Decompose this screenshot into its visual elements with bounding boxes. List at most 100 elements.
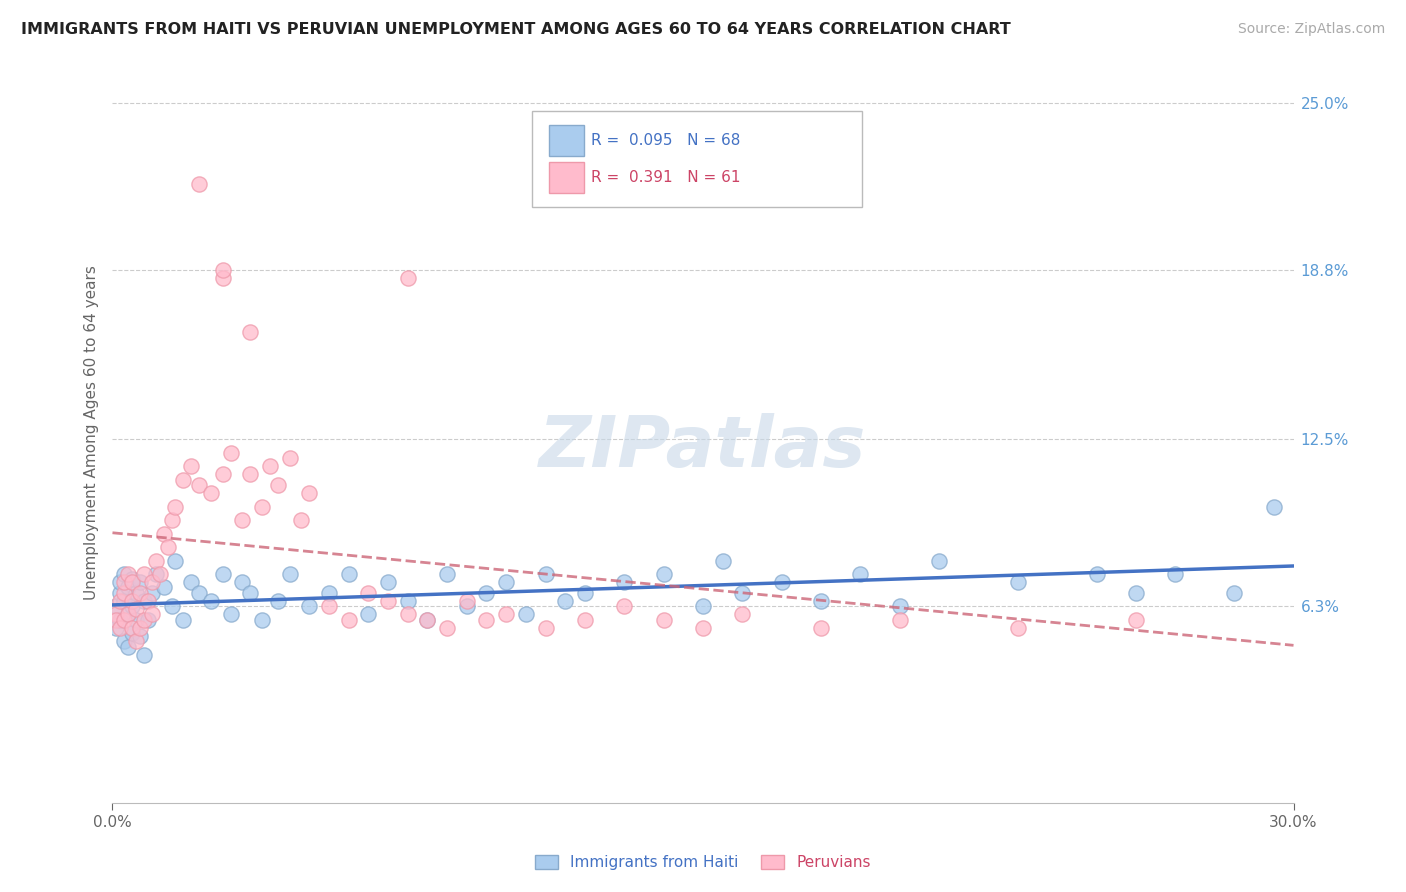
Point — [574, 586, 596, 600]
Point — [219, 607, 242, 622]
Point — [475, 586, 498, 600]
Point — [211, 467, 233, 482]
Text: ZIPatlas: ZIPatlas — [540, 413, 866, 482]
Point — [554, 594, 576, 608]
Point — [613, 599, 636, 614]
Point — [731, 607, 754, 622]
Point — [436, 621, 458, 635]
Point — [129, 621, 152, 635]
Point — [121, 599, 143, 614]
Point — [1263, 500, 1285, 514]
Point — [1085, 566, 1108, 581]
Point — [534, 621, 557, 635]
Point — [1164, 566, 1187, 581]
Point — [132, 594, 155, 608]
Point — [112, 594, 135, 608]
Point — [692, 599, 714, 614]
Text: Source: ZipAtlas.com: Source: ZipAtlas.com — [1237, 22, 1385, 37]
Point — [267, 478, 290, 492]
Point — [152, 526, 174, 541]
Point — [121, 594, 143, 608]
Point — [416, 613, 439, 627]
Point — [117, 581, 139, 595]
Point — [770, 575, 793, 590]
Point — [112, 575, 135, 590]
Point — [652, 613, 675, 627]
Point — [117, 640, 139, 654]
FancyBboxPatch shape — [550, 126, 583, 156]
Point — [515, 607, 537, 622]
Point — [534, 566, 557, 581]
Point — [889, 599, 911, 614]
Point — [110, 575, 132, 590]
Point — [121, 621, 143, 635]
Point — [574, 613, 596, 627]
Point — [231, 513, 253, 527]
Point — [1007, 621, 1029, 635]
Point — [165, 553, 187, 567]
Point — [172, 613, 194, 627]
Point — [396, 594, 419, 608]
Point — [495, 607, 517, 622]
Point — [125, 602, 148, 616]
Point — [377, 594, 399, 608]
Point — [1125, 613, 1147, 627]
Text: R =  0.095   N = 68: R = 0.095 N = 68 — [591, 134, 740, 148]
Point — [188, 177, 211, 191]
Point — [357, 586, 380, 600]
Point — [250, 613, 273, 627]
Point — [152, 581, 174, 595]
Point — [436, 566, 458, 581]
Point — [200, 594, 222, 608]
Point — [456, 594, 478, 608]
Point — [495, 575, 517, 590]
Point — [141, 575, 163, 590]
Point — [136, 594, 159, 608]
Point — [259, 459, 281, 474]
Point — [156, 540, 179, 554]
Point — [125, 613, 148, 627]
Point — [188, 586, 211, 600]
Point — [211, 270, 233, 285]
Point — [298, 486, 321, 500]
Point — [110, 594, 132, 608]
Point — [290, 513, 312, 527]
Point — [141, 607, 163, 622]
Point — [416, 613, 439, 627]
Point — [165, 500, 187, 514]
Point — [475, 613, 498, 627]
Point — [112, 566, 135, 581]
Point — [180, 459, 202, 474]
Point — [112, 634, 135, 648]
Point — [132, 648, 155, 662]
Text: R =  0.391   N = 61: R = 0.391 N = 61 — [591, 170, 741, 186]
Point — [731, 586, 754, 600]
Point — [810, 621, 832, 635]
Point — [145, 553, 167, 567]
Point — [180, 575, 202, 590]
Point — [105, 607, 128, 622]
Point — [160, 513, 183, 527]
Point — [117, 566, 139, 581]
Point — [337, 566, 360, 581]
Point — [149, 566, 172, 581]
Point — [357, 607, 380, 622]
Point — [231, 575, 253, 590]
Point — [219, 446, 242, 460]
Point — [121, 572, 143, 586]
Point — [396, 607, 419, 622]
Point — [129, 575, 152, 590]
Point — [105, 599, 128, 614]
Point — [239, 586, 262, 600]
Point — [112, 586, 135, 600]
Point — [117, 607, 139, 622]
Point — [377, 575, 399, 590]
Point — [125, 634, 148, 648]
Point — [105, 613, 128, 627]
Point — [396, 270, 419, 285]
Point — [188, 478, 211, 492]
Point — [318, 599, 340, 614]
Legend: Immigrants from Haiti, Peruvians: Immigrants from Haiti, Peruvians — [529, 849, 877, 877]
Point — [239, 325, 262, 339]
Point — [267, 594, 290, 608]
